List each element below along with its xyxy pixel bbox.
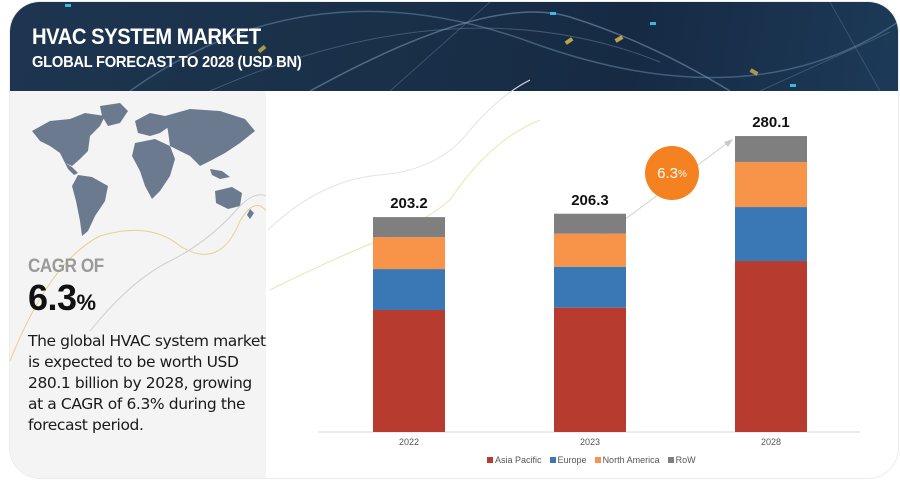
cagr-bubble-unit: % [677,169,687,180]
growth-arrow-head [724,139,733,147]
x-tick-label-2023: 2023 [579,437,601,447]
legend-label: North America [602,455,660,465]
bar-stack-2028 [735,136,807,432]
bar-segment-row-2022 [373,217,445,238]
bar-segment-north-america-2023 [554,233,626,267]
legend-label: RoW [675,455,696,465]
bar-segment-europe-2022 [373,269,445,311]
x-tick-label-2022: 2022 [398,437,420,447]
bar-stack-2023 [554,213,626,432]
bar-segment-north-america-2028 [735,162,807,208]
cagr-bubble-value: 6.3 [657,164,678,182]
legend-label: Asia Pacific [495,455,542,465]
bar-segment-row-2023 [554,213,626,234]
bar-total-label-2022: 203.2 [390,195,428,213]
cagr-bubble: 6.3% [645,146,699,200]
legend-item-row: RoW [667,455,696,465]
legend-item-asia-pacific: Asia Pacific [487,455,542,465]
chart-legend: Asia Pacific Europe North America RoW [487,455,696,465]
market-description: The global HVAC system market is expecte… [28,332,266,434]
x-tick-label-2028: 2028 [760,437,782,447]
bar-segment-north-america-2022 [373,237,445,270]
page-title: HVAC SYSTEM MARKET [32,24,261,49]
legend-swatch-icon [487,457,493,463]
page-subtitle: GLOBAL FORECAST TO 2028 (USD BN) [32,54,302,71]
bar-segment-asia-pacific-2022 [373,310,445,432]
cagr-number: 6.3 [28,277,77,318]
header-banner: HVAC SYSTEM MARKET GLOBAL FORECAST TO 20… [10,2,898,91]
legend-label: Europe [557,455,587,465]
cagr-label: CAGR OF [28,256,104,277]
bar-segment-asia-pacific-2028 [735,261,807,432]
bar-total-label-2028: 280.1 [752,114,790,132]
cagr-value: 6.3% [28,277,96,319]
legend-swatch-icon [667,457,674,463]
bar-segment-europe-2028 [735,207,807,262]
decorative-line-gray [267,79,531,231]
bar-stack-2022 [373,217,445,432]
world-map-icon [32,103,255,236]
bar-segment-europe-2023 [554,266,626,308]
cagr-unit: % [76,290,97,315]
legend-swatch-icon [549,457,556,463]
legend-item-north-america: North America [594,455,660,465]
decorative-swoosh [10,194,266,362]
bar-total-label-2023: 206.3 [571,191,609,209]
legend-item-europe: Europe [549,455,587,465]
legend-swatch-icon [594,457,601,463]
bar-segment-asia-pacific-2023 [554,307,626,432]
summary-panel: CAGR OF 6.3% The global HVAC system mark… [10,91,266,478]
header-background-graphic [65,2,898,91]
bar-segment-row-2028 [735,136,807,163]
